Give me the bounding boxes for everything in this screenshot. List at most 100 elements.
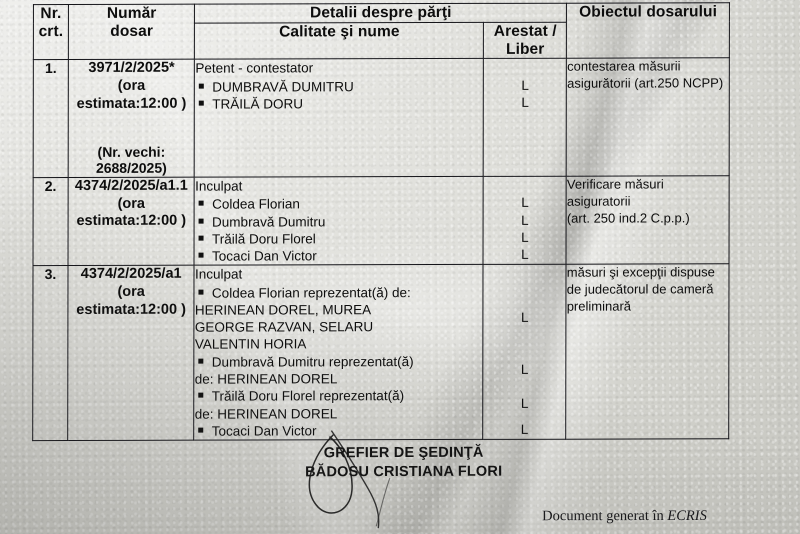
party-representative-line: GEORGE RAZVAN, SELARU xyxy=(194,319,374,335)
list-item: Dumbravă Dumitru xyxy=(195,213,483,231)
header-numar-dosar-line2: dosar xyxy=(110,22,153,40)
cell-numar-dosar: 4374/2/2025/a1 (ora estimata:12:00 ) xyxy=(67,265,195,441)
status-value: L xyxy=(520,395,529,411)
status-badge: L xyxy=(484,352,566,387)
party-name: Dumbravă Dumitru xyxy=(212,213,326,230)
dosar-dosar: 4374/2/2025/a1.1 xyxy=(74,177,188,195)
header-arestat-line1: Arestat / xyxy=(493,22,557,40)
party-name: Trăilă Doru Florel reprezentat(ă) xyxy=(211,388,405,404)
table-row: 1. 3971/2/2025* (ora estimata:12:00 ) (Nr. v… xyxy=(33,58,730,178)
table-body: 1. 3971/2/2025* (ora estimata:12:00 ) (Nr. v… xyxy=(32,58,730,441)
party-role: Inculpat xyxy=(194,266,243,283)
status-value: L xyxy=(521,195,529,211)
cell-obiect-dosarului: Verificare măsuri asiguratorii (art. 250 … xyxy=(566,175,730,265)
party-name: Coldea Florian xyxy=(212,196,300,212)
status-spacer xyxy=(484,59,566,77)
dosar-ora-line1: (ora xyxy=(117,77,146,94)
party-name: Tocaci Dan Victor xyxy=(211,423,317,439)
header-numar-dosar-line1: Număr xyxy=(106,4,157,22)
cell-calitate-nume: Inculpat Coldea Florian reprezentat(ă) de… xyxy=(194,264,484,441)
dosar-ora-line2: estimata:12:00 ) xyxy=(76,213,187,230)
obiect-line: Verificare măsuri asiguratorii xyxy=(566,176,664,209)
header-detalii-parti: Detalii despre părţi xyxy=(194,3,567,23)
party-list: Coldea Florian reprezentat(ă) de: HERINEA… xyxy=(195,284,483,440)
ecris-system: ECRIS xyxy=(667,507,707,524)
status-badge: L xyxy=(484,76,566,94)
party-list: Coldea Florian Dumbravă Dumitru Trăilă Dor… xyxy=(195,195,483,265)
table-row: 3. 4374/2/2025/a1 (ora estimata:12:00 ) Incu… xyxy=(32,264,730,441)
status-value: L xyxy=(521,212,529,228)
status-badge: L xyxy=(484,386,566,421)
status-value: L xyxy=(520,361,529,377)
header-nr-crt-line2: crt. xyxy=(38,22,64,40)
obiect-line: de judecătorul de cameră xyxy=(566,281,714,298)
header-nr-crt: Nr. crt. xyxy=(33,4,69,61)
obiect-line: asigurătorii (art.250 NCPP) xyxy=(567,75,724,92)
signature-title: GREFIER DE ŞEDINŢĂ xyxy=(323,444,484,462)
cell-numar-dosar: 3971/2/2025* (ora estimata:12:00 ) (Nr. vec… xyxy=(68,59,195,178)
header-calitate-nume: Calitate şi nume xyxy=(194,22,484,60)
status-badge: L xyxy=(484,229,566,247)
status-badge: L xyxy=(484,421,566,439)
status-badge: L xyxy=(484,211,566,229)
status-value: L xyxy=(520,309,529,325)
header-obiect-dosarului: Obiectul dosarului xyxy=(566,2,730,59)
list-item: Coldea Florian reprezentat(ă) de: HERINEA… xyxy=(195,284,483,354)
dosar-ora-line1: (ora xyxy=(117,283,145,300)
cell-calitate-nume: Petent - contestator DUMBRAVĂ DUMITRU TRĂI… xyxy=(194,58,484,178)
party-representative-line: de: HERINEAN DOREL xyxy=(194,405,338,422)
party-name: DUMBRAVĂ DUMITRU xyxy=(212,78,354,95)
cell-numar-dosar: 4374/2/2025/a1.1 (ora estimata:12:00 ) xyxy=(67,177,195,266)
cell-obiect-dosarului: contestarea măsurii asigurătorii (art.250… xyxy=(566,58,730,177)
list-item: Trăilă Doru Florel reprezentat(ă) de: HER… xyxy=(195,387,483,422)
party-representative-line: de: HERINEAN DOREL xyxy=(194,371,338,387)
status-value: L xyxy=(521,94,529,110)
header-numar-dosar: Număr dosar xyxy=(68,4,195,60)
dosar-ora-line2: estimata:12:00 ) xyxy=(76,95,187,112)
obiect-line: (art. 250 ind.2 C.p.p.) xyxy=(566,210,690,226)
party-name: TRĂILĂ DORU xyxy=(212,96,304,112)
docket-table: Nr. crt. Număr dosar Detalii despre părţ… xyxy=(32,2,730,441)
party-name: Coldea Florian reprezentat(ă) de: xyxy=(211,284,411,301)
status-value: L xyxy=(520,421,529,437)
header-arestat-liber: Arestat / Liber xyxy=(483,22,567,59)
party-representative-line: HERINEAN DOREL, MUREA xyxy=(194,302,372,318)
obiect-line: contestarea măsurii xyxy=(567,58,681,75)
ecris-footnote: Document generat în ECRIS xyxy=(542,508,707,525)
list-item: DUMBRAVĂ DUMITRU xyxy=(195,78,483,96)
status-badge: L xyxy=(484,194,566,212)
dosar-nr-vechi-line2: 2688/2025) xyxy=(95,160,167,177)
status-value: L xyxy=(521,229,529,245)
status-value: L xyxy=(521,247,529,263)
status-spacer xyxy=(484,265,566,283)
cell-obiect-dosarului: măsuri şi excepţii dispuse de judecătorul… xyxy=(565,264,730,440)
dosar-nr-vechi-line1: (Nr. vechi: xyxy=(97,143,166,160)
ecris-prefix: Document generat în xyxy=(542,507,668,525)
list-item: Trăilă Doru Florel xyxy=(195,230,483,248)
signature-block: GREFIER DE ŞEDINŢĂ BĂDOSU CRISTIANA FLOR… xyxy=(284,444,524,483)
table-row: 2. 4374/2/2025/a1.1 (ora estimata:12:00 ) In… xyxy=(33,175,730,267)
cell-calitate-nume: Inculpat Coldea Florian Dumbravă Dumitru Tr… xyxy=(194,176,484,266)
party-representative-line: VALENTIN HORIA xyxy=(194,336,307,353)
cell-nr-crt: 3. xyxy=(32,265,68,441)
list-item: Tocaci Dan Victor xyxy=(195,422,483,440)
status-badge: L xyxy=(484,282,566,351)
dosar-ora-line2: estimata:12:00 ) xyxy=(76,301,186,318)
obiect-line: preliminară xyxy=(566,298,632,314)
status-badge: L xyxy=(484,94,566,112)
cell-nr-crt: 1. xyxy=(33,59,69,178)
party-list: DUMBRAVĂ DUMITRU TRĂILĂ DORU xyxy=(195,78,483,113)
obiect-line: măsuri şi excepţii dispuse xyxy=(566,264,715,281)
table-header: Nr. crt. Număr dosar Detalii despre părţ… xyxy=(33,2,730,61)
signature-name: BĂDOSU CRISTIANA FLORI xyxy=(305,463,503,481)
list-item: Tocaci Dan Victor xyxy=(195,247,483,265)
status-value: L xyxy=(521,77,529,93)
party-name: Dumbravă Dumitru reprezentat(ă) xyxy=(211,353,414,370)
header-nr-crt-line1: Nr. xyxy=(40,5,62,23)
dosar-ora-line1: (ora xyxy=(117,195,146,212)
